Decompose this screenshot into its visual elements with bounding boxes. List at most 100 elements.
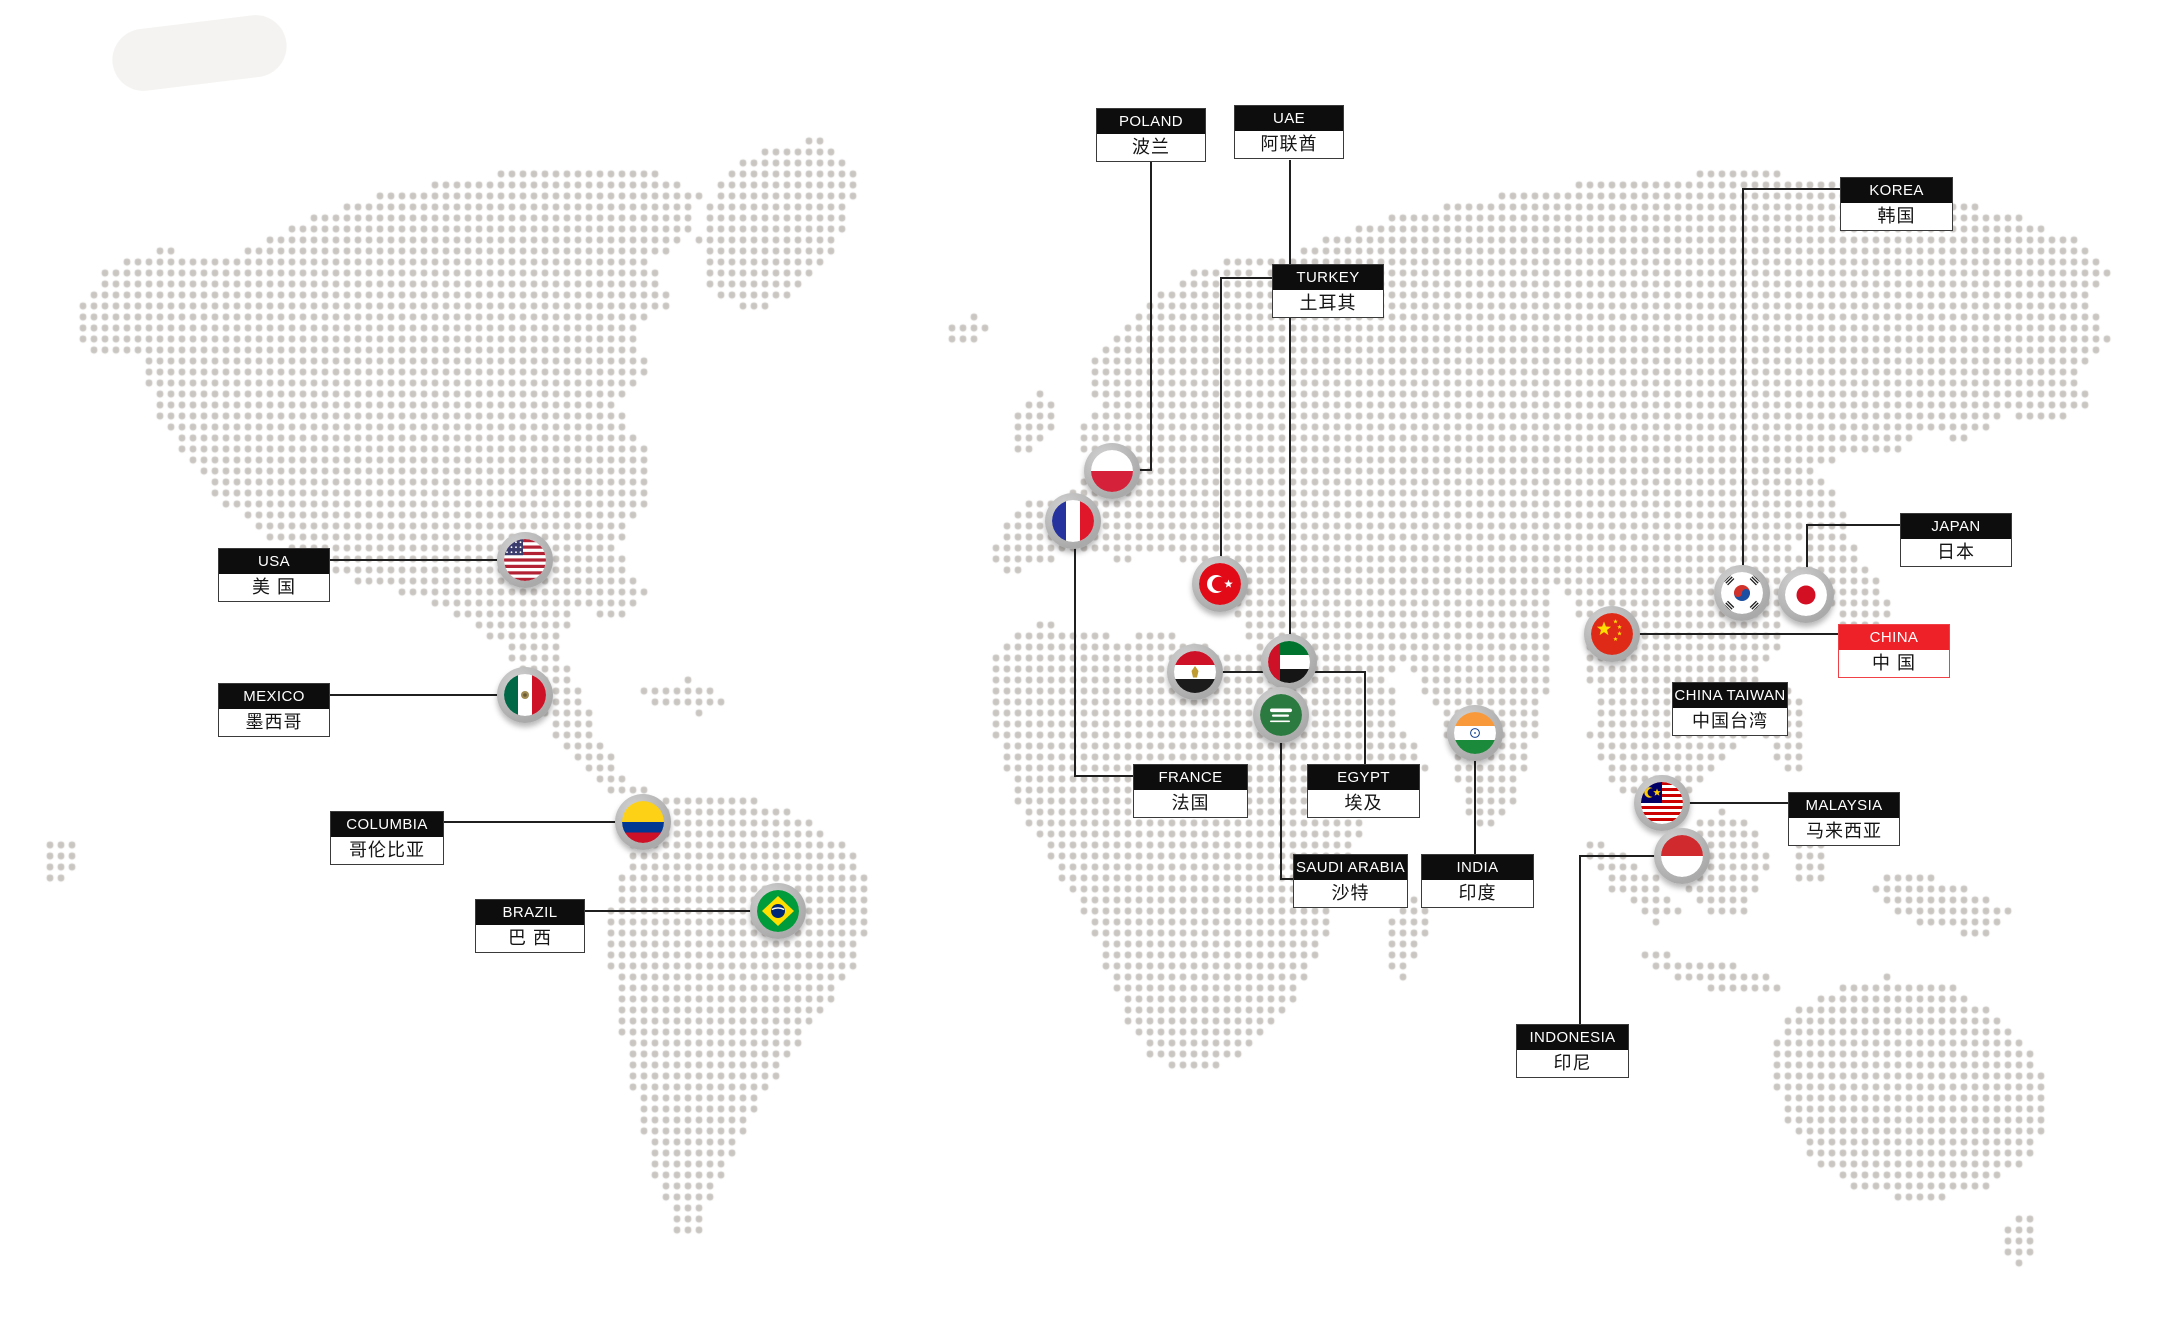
pin-columbia [615, 794, 671, 850]
label-india: INDIA 印度 [1421, 854, 1534, 908]
japan-flag-icon [1785, 574, 1827, 616]
label-korea-english: KOREA [1841, 178, 1952, 203]
label-china-taiwan: CHINA TAIWAN 中国台湾 [1672, 682, 1788, 736]
connector-line-japan-1 [1806, 524, 1808, 570]
pin-brazil [750, 883, 806, 939]
pin-japan [1778, 567, 1834, 623]
label-indonesia-english: INDONESIA [1517, 1025, 1628, 1050]
label-turkey: TURKEY 土耳其 [1272, 264, 1384, 318]
connector-line-france-1 [1074, 775, 1134, 777]
label-korea: KOREA 韩国 [1840, 177, 1953, 231]
connector-line-turkey-1 [1220, 277, 1222, 558]
label-brazil: BRAZIL 巴 西 [475, 899, 585, 953]
brazil-flag-icon [757, 890, 799, 932]
connector-line-saudi-arabia-0 [1280, 741, 1282, 880]
label-usa: USA 美 国 [218, 548, 330, 602]
label-columbia: COLUMBIA 哥伦比亚 [330, 811, 444, 865]
pin-india [1447, 705, 1503, 761]
uae-flag-icon [1268, 641, 1310, 683]
pin-france [1045, 493, 1101, 549]
india-flag-icon [1454, 712, 1496, 754]
label-usa-english: USA [219, 549, 329, 574]
label-mexico: MEXICO 墨西哥 [218, 683, 330, 737]
pin-usa [497, 532, 553, 588]
malaysia-flag-icon [1641, 782, 1683, 824]
label-china-chinese: 中 国 [1839, 650, 1949, 677]
label-uae-chinese: 阿联酋 [1235, 131, 1343, 158]
label-turkey-english: TURKEY [1273, 265, 1383, 290]
connector-line-egypt-1 [1364, 671, 1366, 766]
pin-poland [1084, 443, 1140, 499]
connector-line-france-0 [1074, 548, 1076, 776]
connector-line-indonesia-1 [1579, 855, 1581, 1025]
label-usa-chinese: 美 国 [219, 574, 329, 601]
label-saudi-arabia: SAUDI ARABIA 沙特 [1293, 854, 1408, 908]
connector-line-india-0 [1474, 759, 1476, 855]
label-korea-chinese: 韩国 [1841, 203, 1952, 230]
korea-flag-icon [1721, 572, 1763, 614]
indonesia-flag-icon [1661, 835, 1703, 877]
connector-line-saudi-arabia-1 [1280, 878, 1294, 880]
label-malaysia: MALAYSIA 马来西亚 [1788, 792, 1900, 846]
label-columbia-chinese: 哥伦比亚 [331, 837, 443, 864]
label-turkey-chinese: 土耳其 [1273, 290, 1383, 317]
label-india-english: INDIA [1422, 855, 1533, 880]
pin-uae [1261, 634, 1317, 690]
pin-malaysia [1634, 775, 1690, 831]
label-indonesia-chinese: 印尼 [1517, 1050, 1628, 1077]
label-uae: UAE 阿联酋 [1234, 105, 1344, 159]
saudi-arabia-flag-icon [1260, 694, 1302, 736]
pin-korea [1714, 565, 1770, 621]
connector-line-china-0 [1639, 633, 1838, 635]
label-saudi-arabia-english: SAUDI ARABIA [1294, 855, 1407, 880]
pin-egypt [1167, 644, 1223, 700]
connector-line-poland-1 [1137, 469, 1152, 471]
label-france-chinese: 法国 [1134, 790, 1247, 817]
connector-line-poland-0 [1150, 161, 1152, 470]
label-egypt: EGYPT 埃及 [1307, 764, 1420, 818]
label-china: CHINA 中 国 [1838, 624, 1950, 678]
label-japan-chinese: 日本 [1901, 539, 2011, 566]
china-flag-icon [1591, 613, 1633, 655]
connector-line-indonesia-0 [1580, 855, 1657, 857]
egypt-flag-icon [1174, 651, 1216, 693]
pin-indonesia [1654, 828, 1710, 884]
france-flag-icon [1052, 500, 1094, 542]
pin-turkey [1192, 556, 1248, 612]
label-malaysia-chinese: 马来西亚 [1789, 818, 1899, 845]
connector-line-turkey-0 [1220, 277, 1274, 279]
label-france-english: FRANCE [1134, 765, 1247, 790]
columbia-flag-icon [622, 801, 664, 843]
label-china-taiwan-chinese: 中国台湾 [1673, 708, 1787, 735]
label-japan: JAPAN 日本 [1900, 513, 2012, 567]
label-japan-english: JAPAN [1901, 514, 2011, 539]
connector-line-japan-0 [1806, 524, 1902, 526]
label-china-taiwan-english: CHINA TAIWAN [1673, 683, 1787, 708]
poland-flag-icon [1091, 450, 1133, 492]
connector-line-brazil-0 [585, 910, 751, 912]
label-saudi-arabia-chinese: 沙特 [1294, 880, 1407, 907]
label-china-english: CHINA [1839, 625, 1949, 650]
label-poland: POLAND 波兰 [1096, 108, 1206, 162]
label-brazil-english: BRAZIL [476, 900, 584, 925]
connector-line-columbia-0 [444, 821, 616, 823]
connector-line-uae-0 [1289, 160, 1291, 638]
pin-mexico [497, 667, 553, 723]
connector-line-usa-0 [330, 559, 498, 561]
mexico-flag-icon [504, 674, 546, 716]
pin-saudi-arabia [1253, 687, 1309, 743]
label-mexico-english: MEXICO [219, 684, 329, 709]
label-india-chinese: 印度 [1422, 880, 1533, 907]
label-columbia-english: COLUMBIA [331, 812, 443, 837]
turkey-flag-icon [1199, 563, 1241, 605]
label-malaysia-english: MALAYSIA [1789, 793, 1899, 818]
label-indonesia: INDONESIA 印尼 [1516, 1024, 1629, 1078]
label-brazil-chinese: 巴 西 [476, 925, 584, 952]
connector-line-korea-1 [1742, 188, 1744, 567]
label-uae-english: UAE [1235, 106, 1343, 131]
label-france: FRANCE 法国 [1133, 764, 1248, 818]
connector-line-korea-0 [1742, 188, 1842, 190]
pin-china [1584, 606, 1640, 662]
